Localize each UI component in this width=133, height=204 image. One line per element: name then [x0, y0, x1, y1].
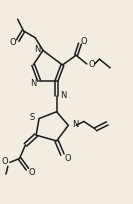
Text: O: O — [81, 37, 87, 46]
Text: S: S — [30, 113, 35, 122]
Text: O: O — [29, 167, 36, 176]
Text: O: O — [9, 38, 16, 47]
Text: O: O — [65, 153, 72, 162]
Text: N: N — [30, 79, 36, 88]
Text: O: O — [2, 156, 8, 165]
Text: N: N — [72, 119, 78, 128]
Text: N: N — [34, 45, 40, 54]
Text: N: N — [60, 90, 67, 99]
Text: O: O — [88, 59, 95, 68]
